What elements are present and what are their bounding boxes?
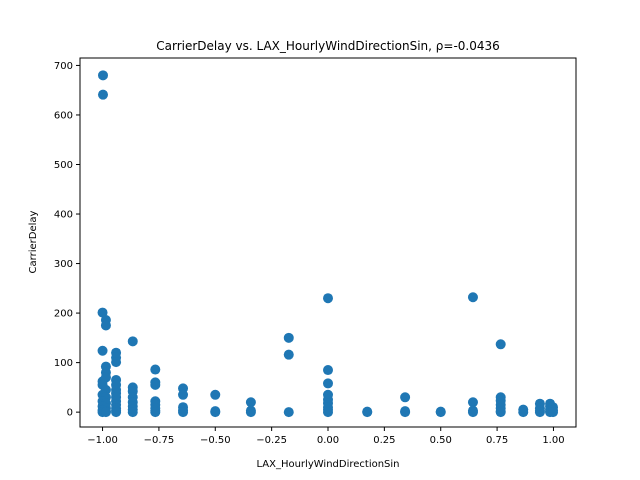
y-tick-label: 300 [54, 259, 73, 270]
y-axis-label: CarrierDelay [28, 210, 39, 273]
data-point [97, 345, 108, 356]
data-point [97, 89, 108, 100]
x-tick-label: −1.00 [87, 435, 118, 446]
y-tick-label: 700 [54, 61, 73, 72]
data-point [467, 397, 478, 408]
y-tick-label: 200 [54, 309, 73, 320]
data-point [210, 389, 221, 400]
data-point [127, 407, 138, 418]
data-point [518, 407, 529, 418]
data-point [548, 407, 559, 418]
data-point [323, 407, 333, 418]
x-axis-ticks: −1.00 −0.75 −0.50 −0.25 0.00 0.25 0.50 0.75 1.00 [87, 427, 565, 446]
data-point [100, 407, 111, 418]
data-point [111, 407, 122, 418]
points-layer [97, 70, 559, 418]
data-point [400, 392, 411, 403]
y-axis-ticks: 0 100 200 300 400 500 600 700 [54, 61, 80, 419]
data-point [467, 407, 478, 418]
x-tick-label: −0.25 [256, 435, 287, 446]
data-point [534, 407, 545, 418]
x-tick-label: 0.00 [317, 435, 339, 446]
data-point [495, 339, 506, 350]
x-tick-label: −0.50 [200, 435, 231, 446]
data-point [150, 379, 161, 390]
data-point [245, 407, 256, 418]
data-point [283, 332, 294, 343]
data-point [210, 407, 221, 418]
data-point [97, 307, 108, 318]
y-tick-label: 600 [54, 110, 73, 121]
data-point [467, 292, 478, 303]
chart-title: CarrierDelay vs. LAX_HourlyWindDirection… [156, 39, 500, 53]
data-point [283, 407, 294, 418]
data-point [362, 406, 373, 417]
x-tick-label: −0.75 [144, 435, 175, 446]
y-tick-label: 500 [54, 160, 73, 171]
data-point [435, 406, 446, 417]
data-point [323, 365, 333, 376]
data-point [111, 357, 122, 368]
x-tick-label: 0.75 [486, 435, 508, 446]
y-tick-label: 400 [54, 210, 73, 221]
data-point [283, 349, 294, 360]
data-point [323, 378, 333, 389]
data-point [495, 407, 506, 418]
data-point [400, 407, 411, 418]
x-tick-label: 0.50 [430, 435, 452, 446]
data-point [245, 397, 256, 408]
y-tick-label: 100 [54, 358, 73, 369]
y-tick-label: 0 [67, 408, 73, 419]
data-point [178, 407, 189, 418]
data-point [150, 407, 161, 418]
data-point [100, 320, 111, 331]
data-point [97, 70, 108, 81]
data-point [323, 293, 333, 304]
x-axis-label: LAX_HourlyWindDirectionSin [256, 459, 399, 470]
data-point [178, 389, 189, 400]
data-point [150, 364, 161, 375]
x-tick-label: 0.25 [373, 435, 395, 446]
x-tick-label: 1.00 [542, 435, 564, 446]
data-point [127, 336, 138, 347]
